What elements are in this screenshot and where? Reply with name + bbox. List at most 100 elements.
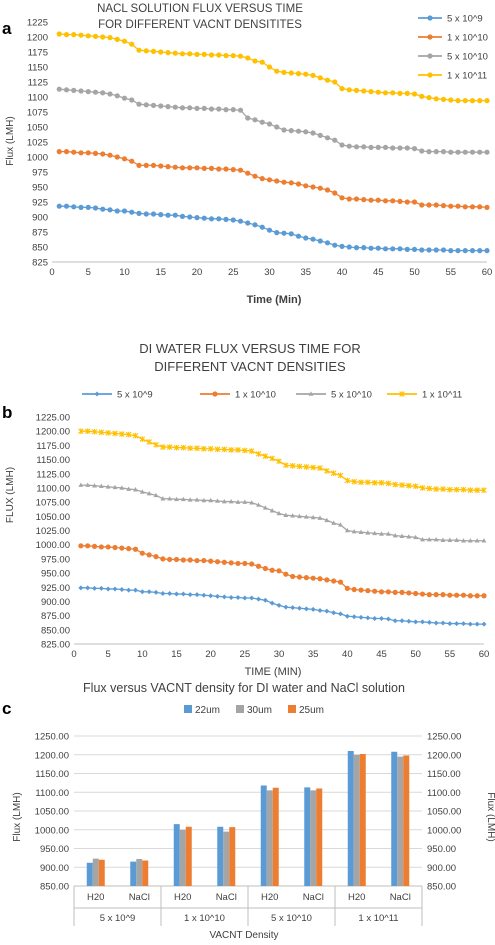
chart-b-xtick-label: 0 [71,649,76,660]
chart-c: Flux versus VACNT density for DI water a… [12,681,495,941]
chart-b-data-point [379,531,384,536]
chart-b-data-point [474,487,480,494]
chart-a-data-point [368,197,374,203]
chart-c-ytick-label-left: 1250.00 [35,732,69,743]
chart-a-data-point [440,247,447,253]
chart-a-data-point [158,163,164,169]
chart-b-title-line1: DI WATER FLUX VERSUS TIME FOR [139,341,361,356]
chart-b-data-point [146,589,152,595]
chart-a-data-point [201,51,207,58]
chart-b-ytick-label: 1050.00 [36,512,70,523]
chart-a-data-point [440,203,447,209]
chart-b-data-point [105,586,111,592]
chart-a-data-point [158,49,164,55]
chart-b-data-point [208,558,214,564]
chart-a-data-point [390,145,396,151]
chart-b-legend-label: 1 x 10^10 [235,390,276,401]
chart-b-data-point [420,619,425,625]
chart-b-data-point [426,536,432,542]
chart-a-data-point [107,91,113,97]
chart-b-ytick-label: 1200.00 [36,427,70,438]
chart-a-legend-marker [427,53,433,59]
chart-b-data-point [454,621,460,627]
chart-a-data-point [100,206,106,212]
chart-a-data-point [223,216,229,222]
chart-c-bar [86,862,93,886]
chart-a-ytick-label: 1025 [27,138,48,149]
chart-a-data-point [172,104,178,110]
chart-b-data-point [290,605,296,611]
chart-b-data-point [228,560,234,566]
chart-b-data-point [385,616,391,622]
chart-a-data-point [136,101,142,107]
chart-a-data-point [324,240,331,246]
chart-b-data-point [297,605,302,611]
chart-b-data-point [351,478,357,485]
chart-a-data-point [201,105,207,111]
chart-b-data-point [180,444,187,451]
chart-b-data-point [453,486,460,493]
chart-c-bar [223,831,230,886]
chart-b-data-point [303,464,310,470]
chart-a-ytick-label: 1150 [28,63,48,74]
chart-b-data-point [337,472,344,479]
chart-b-data-point [296,574,303,580]
chart-a-data-point [433,96,439,102]
chart-a-data-point [179,105,186,111]
chart-b-data-point [119,545,125,551]
chart-b-data-point [153,442,159,448]
chart-a-xtick-label: 25 [228,267,239,278]
chart-b-data-point [378,589,385,595]
chart-b-data-point [426,619,432,625]
chart-a-ytick-label: 850 [32,243,48,254]
chart-a-data-point [368,89,374,95]
chart-b-ytick-label: 875.00 [41,611,70,622]
chart-b-data-point [85,585,91,591]
chart-c-category-label: H20 [348,892,365,903]
chart-b-ytick-label: 925.00 [41,583,70,594]
chart-b-data-point [406,482,412,489]
chart-b-data-point [269,567,275,573]
chart-a-data-point [179,165,186,171]
chart-a-xtick-label: 45 [373,267,384,278]
chart-a-data-point [419,247,425,253]
chart-a-data-point [223,166,229,172]
chart-b-data-point [399,589,405,595]
chart-b-data-point [139,436,146,442]
chart-b-data-point [242,595,248,601]
chart-b-ytick-label: 900.00 [41,597,70,608]
chart-a-data-point [469,149,476,155]
chart-a-data-point [78,32,84,38]
chart-a-data-point [397,246,403,252]
chart-a-data-point [266,227,273,233]
chart-b-data-point [78,543,84,549]
chart-b-ytick-label: 950.00 [41,569,70,580]
chart-c-ylabel-left: Flux (LMH) [12,792,23,841]
chart-c-bar [397,756,404,886]
chart-c-bar [92,858,99,886]
chart-a-data-point [158,103,164,109]
chart-a-data-point [346,196,352,202]
chart-b-data-point [242,560,248,567]
chart-c-legend-label: 25um [299,705,324,716]
chart-b-data-point [351,529,357,534]
chart-b-data-point [310,575,316,581]
chart-a-data-point [353,144,360,150]
chart-a-data-point [259,119,265,125]
chart-a-data-point [317,185,323,191]
chart-a-ytick-label: 1125 [28,78,48,89]
chart-a-data-point [419,202,425,208]
chart-a-xtick-label: 55 [445,267,456,278]
chart-a-data-point [455,98,461,104]
chart-b-data-point [290,573,296,580]
chart-a-data-point [143,48,149,54]
chart-a-data-point [332,190,338,196]
chart-b-data-point [433,536,439,542]
chart-b-data-point [276,510,282,516]
chart-b-xtick-label: 40 [342,649,353,660]
chart-a-data-point [361,197,367,203]
chart-b-data-point [317,515,323,520]
chart-a-data-point [390,246,396,252]
chart-b-data-point [344,613,350,619]
chart-c-ytick-label-left: 900.00 [40,863,69,874]
